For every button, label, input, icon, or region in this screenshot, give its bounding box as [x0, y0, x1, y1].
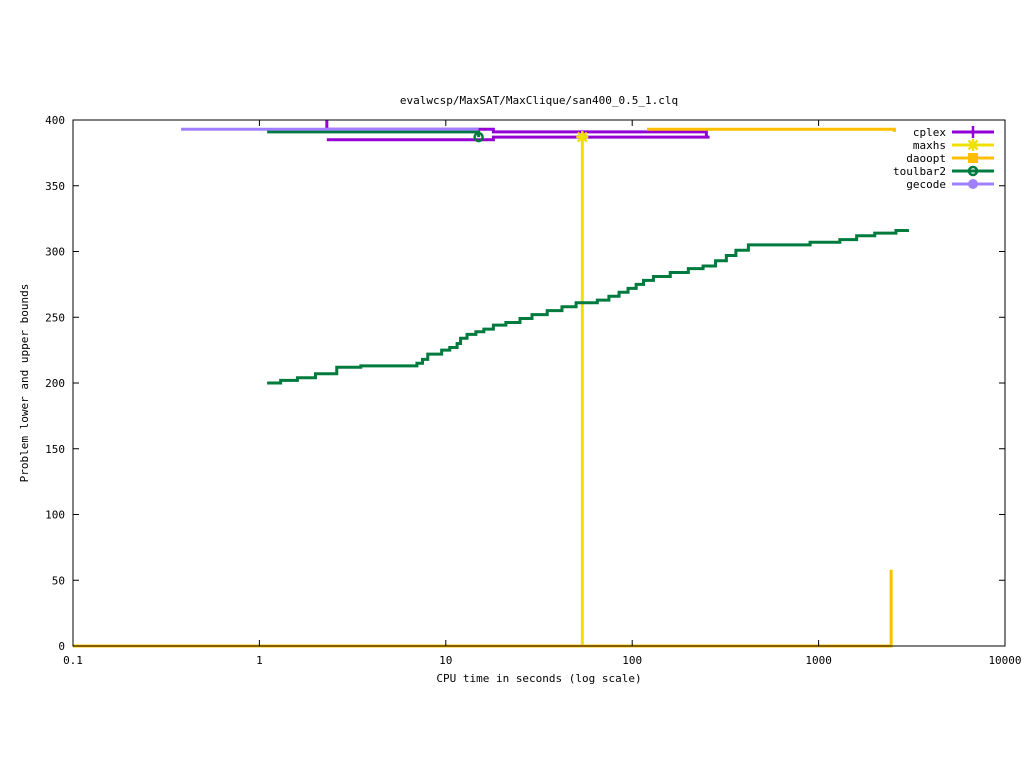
x-axis-label: CPU time in seconds (log scale): [436, 672, 641, 685]
y-tick-label-6: 300: [45, 246, 65, 259]
series-line-cplex-1: [326, 135, 710, 142]
y-tick-label-8: 400: [45, 114, 65, 127]
x-tick-label-5: 10000: [988, 654, 1021, 667]
ticks-layer: 0.1 1 10 100 1000 10000 0 50 100 150 200 250 300 350 4…: [45, 114, 1021, 667]
series-point-toulbar2-0: [473, 131, 484, 143]
y-tick-label-4: 200: [45, 377, 65, 390]
x-tick-label-0: 0.1: [63, 654, 83, 667]
y-tick-label-1: 50: [52, 574, 65, 587]
x-tick-label-2: 10: [439, 654, 452, 667]
legend-marker-daoopt: [968, 153, 978, 163]
y-tick-label-7: 350: [45, 180, 65, 193]
legend-label-gecode: gecode: [906, 178, 946, 191]
legend-label-toulbar2: toulbar2: [893, 165, 946, 178]
y-tick-label-5: 250: [45, 311, 65, 324]
series-line-toulbar2-0: [267, 130, 481, 138]
legend-label-cplex: cplex: [913, 126, 946, 139]
legend-marker-toulbar2: [967, 165, 979, 177]
series-line-daoopt-0: [646, 127, 896, 132]
legend-marker-maxhs: [967, 139, 979, 151]
series-line-cplex-0: [325, 120, 708, 138]
legend-marker-gecode: [968, 179, 978, 189]
chart-title: evalwcsp/MaxSAT/MaxClique/san400_0.5_1.c…: [400, 94, 678, 107]
series-point-maxhs-0: [576, 131, 589, 144]
legend-label-daoopt: daoopt: [906, 152, 946, 165]
x-tick-label-1: 1: [256, 654, 263, 667]
y-tick-label-3: 150: [45, 443, 65, 456]
x-tick-label-3: 100: [622, 654, 642, 667]
y-tick-label-0: 0: [58, 640, 65, 653]
x-tick-label-4: 1000: [805, 654, 832, 667]
legend-label-maxhs: maxhs: [913, 139, 946, 152]
y-axis-label: Problem lower and upper bounds: [18, 284, 31, 483]
y-tick-label-2: 100: [45, 509, 65, 522]
legend-marker-cplex: [967, 126, 979, 138]
series-line-toulbar2-1: [267, 228, 910, 385]
